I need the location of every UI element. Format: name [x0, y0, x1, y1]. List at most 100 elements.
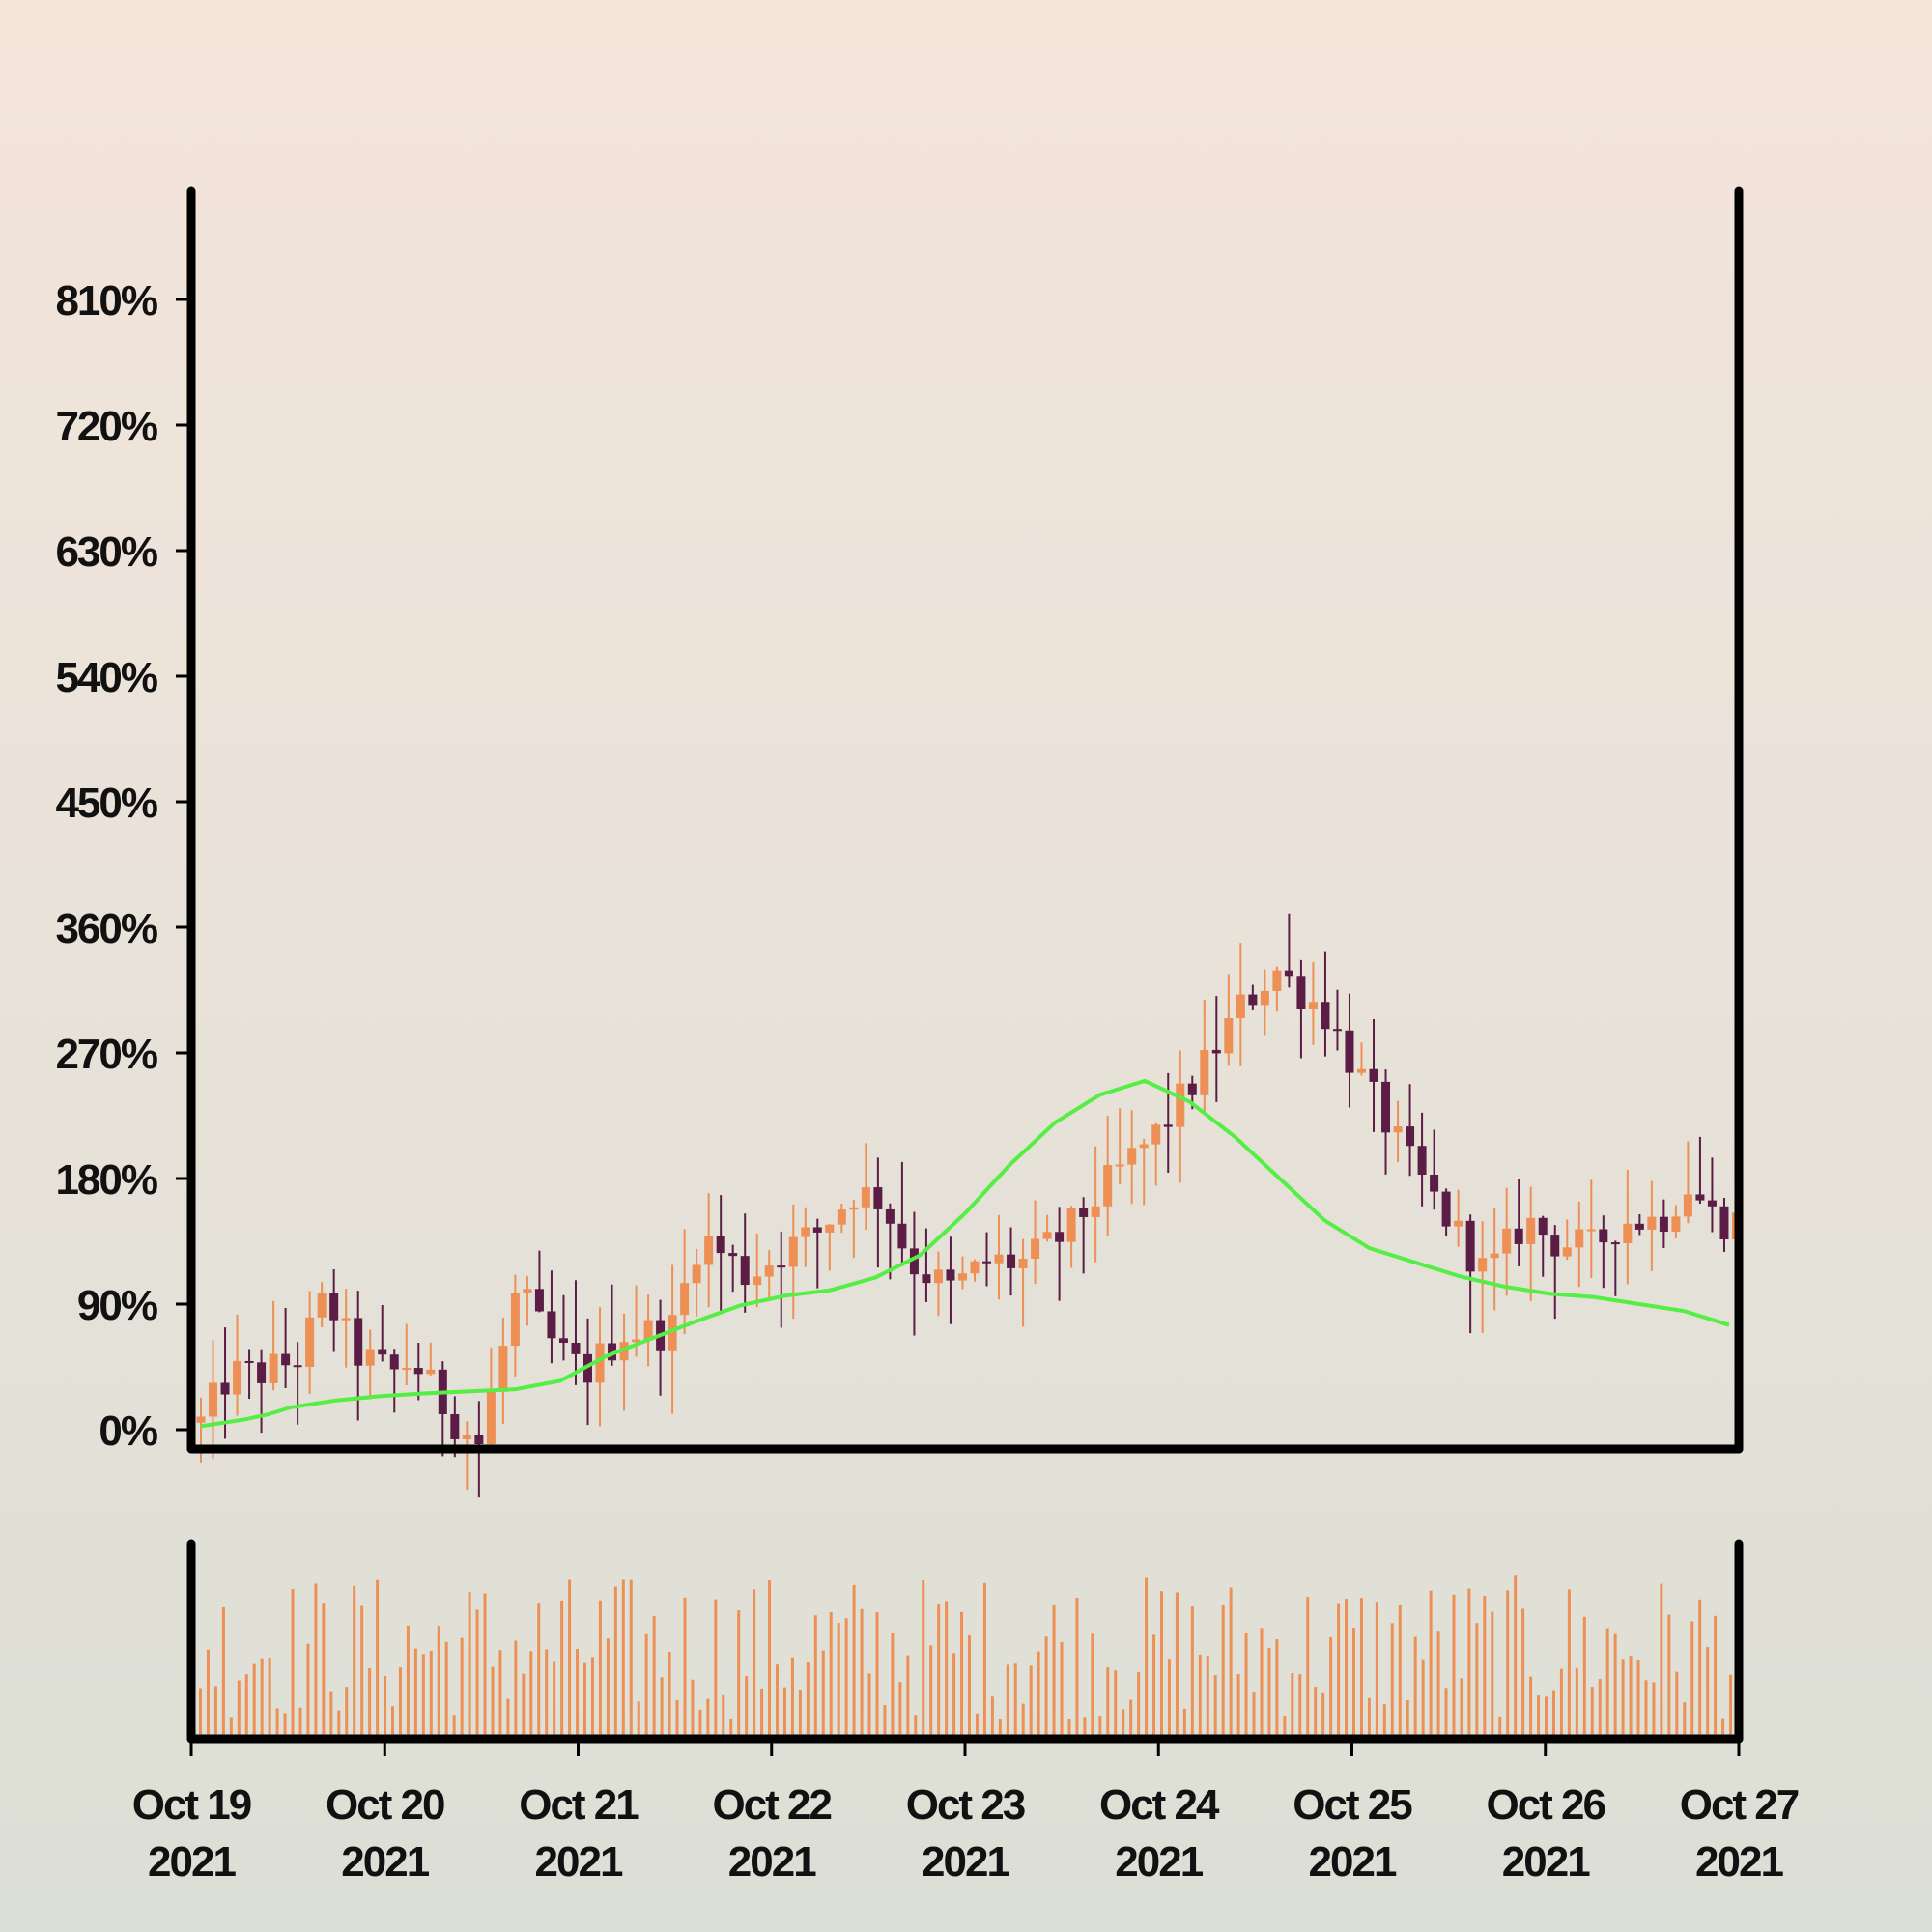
candle-body [1176, 1083, 1185, 1127]
candle-body [837, 1209, 846, 1225]
volume-bar [960, 1611, 964, 1739]
volume-bar [1514, 1575, 1518, 1739]
volume-bar [860, 1608, 864, 1739]
volume-bar [1359, 1598, 1363, 1739]
volume-bar [1129, 1699, 1133, 1739]
candle-body [1369, 1068, 1378, 1082]
volume-bar [1506, 1590, 1510, 1739]
x-tick-label: Oct 26 [1486, 1781, 1605, 1829]
volume-bar [1590, 1687, 1594, 1739]
volume-bar [1098, 1716, 1102, 1739]
volume-bar [244, 1674, 248, 1739]
volume-bar [760, 1688, 764, 1739]
volume-bar [460, 1637, 464, 1739]
candle-body [1393, 1126, 1403, 1133]
volume-bar [1667, 1614, 1671, 1739]
y-tick-label: 540% [55, 654, 156, 701]
volume-bar [1375, 1602, 1378, 1739]
x-tick-label: Oct 21 [519, 1781, 639, 1829]
candle-body [547, 1311, 556, 1339]
volume-bar [875, 1611, 879, 1739]
candle-body [1321, 1002, 1330, 1030]
candle-body [305, 1317, 315, 1367]
candle-body [788, 1236, 798, 1267]
candle-body [1236, 994, 1245, 1019]
candle-body [1430, 1175, 1439, 1192]
candle-body [1683, 1194, 1692, 1217]
candle-body [1211, 1049, 1221, 1054]
candle-body [1659, 1216, 1668, 1233]
x-tick-year: 2021 [1695, 1838, 1783, 1886]
volume-bar [1460, 1678, 1463, 1739]
candle-body [486, 1391, 496, 1445]
candle-body [450, 1413, 460, 1439]
volume-bar [1167, 1659, 1171, 1739]
x-tick-year: 2021 [1309, 1838, 1397, 1886]
candle-body [849, 1207, 859, 1210]
candle-body [1441, 1191, 1451, 1227]
volume-bar [384, 1675, 387, 1739]
volume-bar [1683, 1702, 1687, 1739]
volume-bar [1452, 1594, 1456, 1739]
candle-body [632, 1339, 641, 1343]
candle-body [668, 1315, 677, 1351]
volume-bar [975, 1713, 979, 1739]
volume-bar [782, 1687, 786, 1739]
y-tick-label: 90% [77, 1282, 157, 1329]
volume-bar [806, 1662, 810, 1739]
candle-body [1296, 976, 1306, 1009]
moving-average-line [200, 1078, 1730, 1429]
candle-body [196, 1416, 206, 1423]
volume-bar [529, 1651, 533, 1739]
x-tick-label: Oct 24 [1099, 1781, 1220, 1829]
volume-bar [1275, 1638, 1279, 1739]
volume-bar [1529, 1676, 1533, 1739]
volume-bar [1413, 1636, 1417, 1739]
candle-body [1018, 1259, 1028, 1268]
volume-bar [314, 1583, 318, 1739]
volume-panel [186, 1539, 1744, 1744]
y-tick-label: 720% [55, 403, 156, 450]
volume-bar [776, 1664, 779, 1739]
candle-body [970, 1261, 980, 1274]
candle-body [1031, 1238, 1040, 1260]
volume-bar [444, 1641, 448, 1739]
volume-bar [1267, 1648, 1271, 1739]
candle-body [1187, 1083, 1197, 1095]
candle-body [1586, 1229, 1596, 1232]
volume-bar [982, 1582, 986, 1739]
candle-body [1695, 1194, 1705, 1201]
candle-body [1079, 1208, 1089, 1217]
candle-body [1465, 1220, 1475, 1272]
volume-bar [598, 1600, 602, 1739]
x-tick-year: 2021 [922, 1838, 1009, 1886]
volume-bar [1644, 1680, 1648, 1739]
volume-bar [1551, 1690, 1555, 1739]
volume-bar [629, 1579, 633, 1739]
candle-body [1042, 1232, 1052, 1239]
volume-bar [1060, 1641, 1064, 1739]
volume-bar [1044, 1636, 1048, 1739]
candle-body [1151, 1124, 1161, 1145]
volume-bar [199, 1688, 202, 1739]
volume-bar [914, 1715, 918, 1739]
candle-body [378, 1349, 387, 1355]
volume-bar [968, 1634, 971, 1739]
volume-bar [506, 1698, 510, 1739]
volume-bar [929, 1645, 933, 1739]
volume-bar [683, 1597, 687, 1739]
y-tick-label: 270% [55, 1031, 156, 1078]
candle-body [1610, 1242, 1620, 1245]
volume-bar [568, 1579, 572, 1739]
volume-bar [252, 1663, 256, 1739]
volume-bar [1729, 1674, 1733, 1739]
volume-bar [537, 1603, 541, 1739]
volume-bar [475, 1609, 479, 1739]
volume-bar [1106, 1667, 1110, 1739]
volume-bar [491, 1666, 495, 1739]
volume-bar [1037, 1651, 1040, 1739]
volume-bar [1537, 1695, 1541, 1739]
volume-bar [1613, 1633, 1617, 1739]
candle-body [753, 1276, 762, 1286]
candle-body [716, 1236, 725, 1254]
